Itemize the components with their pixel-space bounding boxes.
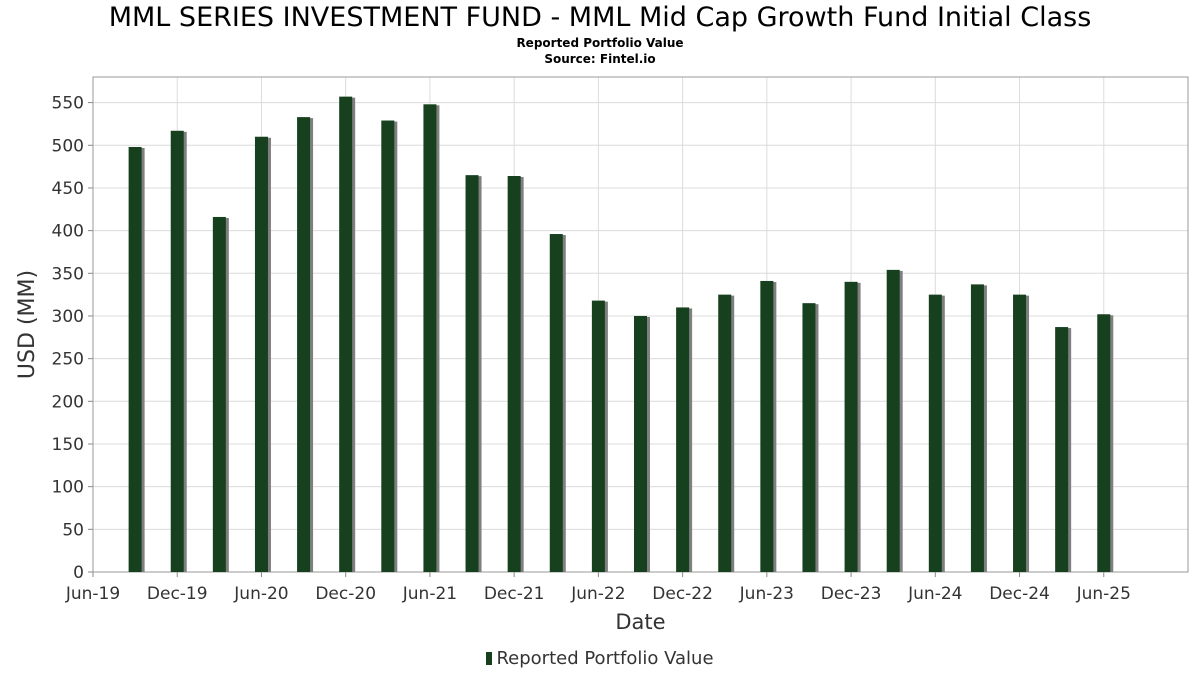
legend[interactable]: Reported Portfolio Value: [0, 648, 1200, 669]
bar-chart: 0 50 100 150 200 250 300 350 400 450 500 550 Jun-19 D…: [15, 76, 1189, 634]
y-axis-label: USD (MM): [15, 270, 40, 379]
y-tick-label: 0: [73, 563, 84, 583]
y-tick-label: 250: [52, 350, 84, 370]
chart-subtitle: Reported Portfolio Value: [516, 36, 684, 50]
y-tick-label: 150: [52, 435, 84, 455]
y-tick-label: 300: [52, 307, 84, 327]
bar: [802, 303, 816, 572]
bar: [1097, 314, 1111, 572]
bar: [549, 234, 563, 572]
x-tick-label: Jun-25: [1076, 584, 1131, 604]
bar: [254, 136, 268, 572]
legend-label: Reported Portfolio Value: [496, 648, 714, 669]
bar: [465, 175, 479, 572]
x-tick-label: Dec-22: [652, 584, 713, 604]
x-tick-label: Dec-21: [484, 584, 545, 604]
x-tick-label: Dec-19: [147, 584, 208, 604]
bar: [381, 120, 395, 572]
bar: [928, 294, 942, 572]
legend-swatch: [486, 652, 493, 665]
x-tick-label: Dec-20: [315, 584, 376, 604]
bar: [212, 216, 226, 572]
bar: [760, 280, 774, 572]
y-tick-label: 100: [52, 478, 84, 498]
x-tick-label: Jun-22: [570, 584, 625, 604]
x-tick-label: Dec-24: [989, 584, 1050, 604]
bar: [634, 315, 647, 572]
bar: [844, 281, 858, 572]
y-tick-label: 200: [52, 392, 84, 412]
x-tick-label: Jun-24: [907, 584, 962, 604]
bar: [970, 284, 984, 572]
bar: [507, 176, 521, 572]
bar: [423, 104, 437, 572]
y-tick-label: 550: [52, 94, 84, 114]
x-tick-label: Jun-19: [65, 584, 120, 604]
bar: [676, 307, 690, 572]
x-tick-label: Jun-21: [402, 584, 457, 604]
chart-source: Source: Fintel.io: [544, 52, 656, 66]
y-tick-label: 50: [62, 520, 84, 540]
x-axis-label: Date: [615, 610, 665, 634]
x-tick-label: Jun-20: [233, 584, 288, 604]
bar: [128, 146, 142, 572]
x-tick-label: Jun-23: [739, 584, 794, 604]
y-tick-label: 400: [52, 222, 84, 242]
bar: [886, 269, 900, 572]
y-tick-label: 350: [52, 264, 84, 284]
y-tick-label: 500: [52, 136, 84, 156]
bar: [339, 96, 353, 573]
bar: [591, 300, 605, 572]
bar: [718, 294, 732, 572]
bar: [1013, 294, 1027, 572]
x-tick-label: Dec-23: [821, 584, 882, 604]
bar: [170, 130, 184, 572]
bar: [297, 117, 311, 573]
y-tick-label: 450: [52, 179, 84, 199]
chart-title: MML SERIES INVESTMENT FUND - MML Mid Cap…: [108, 2, 1092, 33]
bar: [1055, 327, 1069, 572]
